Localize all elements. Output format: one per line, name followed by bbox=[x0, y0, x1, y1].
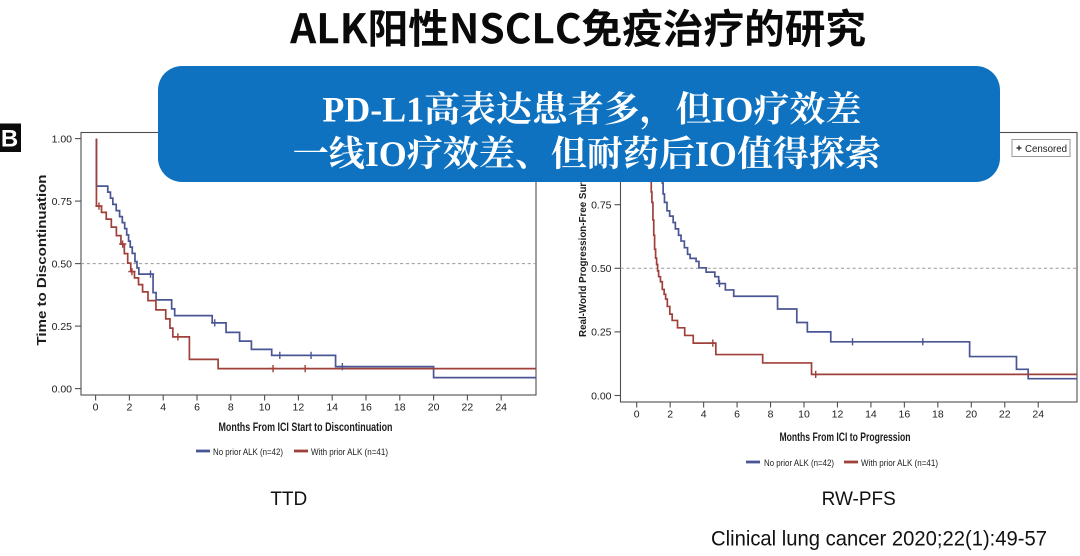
svg-text:16: 16 bbox=[899, 409, 911, 421]
svg-text:B: B bbox=[1, 126, 18, 153]
svg-text:Months From ICI to Progression: Months From ICI to Progression bbox=[780, 430, 911, 444]
svg-text:20: 20 bbox=[965, 409, 977, 421]
svg-text:22: 22 bbox=[999, 409, 1011, 421]
svg-text:No prior ALK (n=42): No prior ALK (n=42) bbox=[764, 458, 834, 469]
svg-text:2: 2 bbox=[126, 402, 132, 414]
svg-text:8: 8 bbox=[228, 402, 234, 414]
svg-text:RW-PFS: RW-PFS bbox=[822, 489, 896, 510]
svg-text:24: 24 bbox=[1032, 409, 1044, 421]
svg-text:0.25: 0.25 bbox=[52, 321, 73, 333]
svg-text:14: 14 bbox=[326, 402, 338, 414]
svg-text:2: 2 bbox=[667, 409, 673, 421]
svg-text:0.25: 0.25 bbox=[591, 327, 612, 339]
svg-text:12: 12 bbox=[832, 409, 844, 421]
svg-text:Real-World Progression-Free Su: Real-World Progression-Free Survival bbox=[578, 161, 589, 337]
svg-text:16: 16 bbox=[360, 402, 372, 414]
svg-text:20: 20 bbox=[428, 402, 440, 414]
svg-text:With prior ALK (n=41): With prior ALK (n=41) bbox=[861, 458, 938, 469]
svg-text:0: 0 bbox=[634, 409, 640, 421]
svg-text:18: 18 bbox=[932, 409, 944, 421]
svg-text:Months From ICI Start to Disco: Months From ICI Start to Discontinuation bbox=[219, 420, 393, 434]
svg-text:With prior ALK (n=41): With prior ALK (n=41) bbox=[311, 447, 388, 458]
svg-text:6: 6 bbox=[734, 409, 740, 421]
svg-text:8: 8 bbox=[768, 409, 774, 421]
svg-text:0.50: 0.50 bbox=[52, 258, 73, 270]
svg-text:TTD: TTD bbox=[270, 489, 307, 510]
svg-text:Clinical lung cancer 2020;22(1: Clinical lung cancer 2020;22(1):49-57 bbox=[711, 528, 1047, 551]
svg-text:No prior ALK (n=42): No prior ALK (n=42) bbox=[213, 447, 283, 458]
svg-text:18: 18 bbox=[394, 402, 406, 414]
svg-text:12: 12 bbox=[293, 402, 305, 414]
svg-text:14: 14 bbox=[865, 409, 877, 421]
svg-text:4: 4 bbox=[701, 409, 707, 421]
svg-text:10: 10 bbox=[259, 402, 271, 414]
svg-text:0.50: 0.50 bbox=[591, 263, 612, 275]
svg-text:0.00: 0.00 bbox=[591, 390, 612, 402]
svg-text:6: 6 bbox=[194, 402, 200, 414]
svg-text:22: 22 bbox=[462, 402, 474, 414]
svg-text:0.00: 0.00 bbox=[52, 383, 73, 395]
svg-text:Time to Discontinuation: Time to Discontinuation bbox=[34, 174, 49, 345]
svg-text:0: 0 bbox=[93, 402, 99, 414]
svg-text:Censored: Censored bbox=[1025, 144, 1067, 155]
svg-text:0.75: 0.75 bbox=[591, 200, 612, 212]
svg-text:24: 24 bbox=[495, 402, 507, 414]
svg-text:1.00: 1.00 bbox=[52, 133, 73, 145]
svg-text:0.75: 0.75 bbox=[52, 196, 73, 208]
svg-text:10: 10 bbox=[798, 409, 810, 421]
svg-text:4: 4 bbox=[160, 402, 166, 414]
